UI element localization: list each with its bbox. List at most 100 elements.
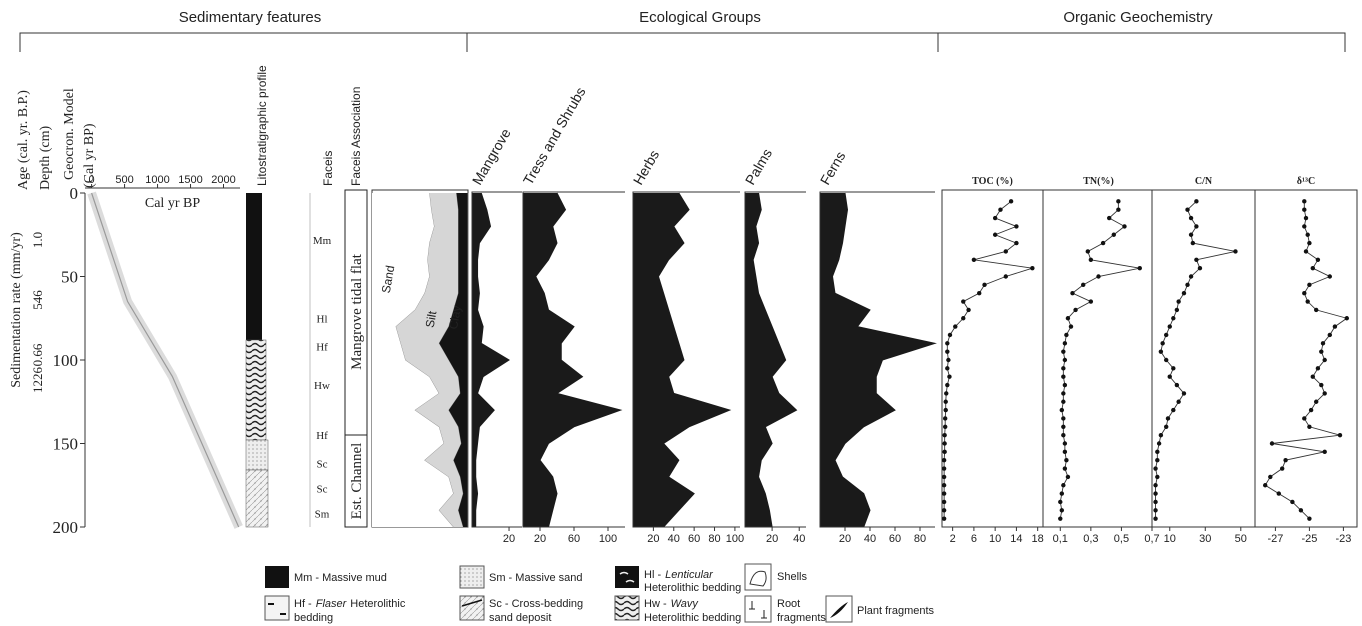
data-point [1062,341,1068,346]
legend-label: Heterolithic bedding [644,612,741,624]
data-point [966,307,971,313]
data-point [1065,474,1071,480]
data-point [1171,316,1176,321]
data-point [1061,374,1066,379]
data-point [1307,516,1312,521]
age-label: 1226 [30,367,45,394]
facies-label: Mm [313,235,332,247]
data-point [1167,324,1172,329]
data-point [1008,199,1014,204]
x-tick-label: 40 [864,533,876,545]
x-tick-label: -27 [1267,533,1283,545]
data-point [1107,215,1112,221]
association-box [344,434,368,528]
data-line [91,192,240,528]
data-point [1061,366,1066,371]
data-point [1185,207,1190,212]
data-point [1319,382,1324,388]
data-point [1167,374,1172,379]
x-tick-label: 50 [1235,533,1247,545]
data-line [1059,201,1140,519]
data-point [946,357,951,363]
x-tick-label: 10 [989,533,1001,545]
data-point [1068,324,1074,329]
panel-frame [941,189,1358,528]
legend-label: Heterolithic bedding [644,582,741,594]
panel-axes [744,191,806,528]
facies-label: Hf [316,342,328,354]
data-point [1153,499,1158,505]
column-heading: (Cal yr BP) [82,123,97,188]
data-point [1062,441,1068,446]
data-point [1096,274,1101,279]
data-point [945,341,950,346]
data-point [1156,441,1162,446]
data-point [941,458,947,463]
data-point [1155,474,1160,480]
panel-title: Tress and Shrubs [520,84,589,187]
data-point [1322,357,1327,363]
x-tick-label: -23 [1335,533,1351,545]
x-tick-label: 500 [115,174,133,186]
section-bracket [19,32,1346,52]
section-header: Organic Geochemistry [1063,9,1213,26]
data-point [1181,291,1187,296]
data-point [941,499,947,505]
data-point [977,291,982,296]
data-point [1263,483,1268,488]
x-tick-label: 0 [89,174,95,186]
data-point [1276,491,1282,496]
legend-label: Flaser [316,598,348,610]
data-point [1190,240,1196,246]
age-label: 546 [30,290,45,310]
x-tick-label: 100 [599,533,617,545]
legend-label: Hw - Wavy [644,598,699,610]
data-point [1194,257,1199,262]
association-label: Mangrove tidal flat [349,253,365,370]
x-tick-label: 10 [1164,533,1176,545]
x-tick-label: 30 [1199,533,1211,545]
area-edge [657,192,732,528]
data-point [961,299,966,304]
data-point [1062,449,1068,455]
legend-label: Plant fragments [857,605,935,617]
y-tick-label: 200 [53,518,79,537]
data-point [941,491,947,496]
section-header: Ecological Groups [639,9,761,26]
data-point [1003,274,1008,279]
data-point [945,349,950,354]
data-point [1165,416,1171,421]
data-point [1116,199,1121,204]
area-edge [752,192,798,528]
data-point [1298,508,1304,513]
facies-label: Sc [317,484,328,496]
facies-label: Sc [317,459,328,471]
legend-label: Hl - [644,569,661,581]
data-point [941,474,947,480]
y-tick-label: 100 [53,351,79,370]
data-point [998,207,1003,212]
data-point [1064,458,1069,463]
data-point [1302,199,1307,204]
legend-label: Shells [777,571,807,583]
x-tick-label: 0,3 [1083,533,1098,545]
data-point [1088,257,1094,262]
x-tick-label: -25 [1301,533,1317,545]
data-point [1059,508,1065,513]
column-heading: Age (cal. yr. B.P.) [16,90,31,190]
data-point [1303,249,1309,254]
area-fill [372,193,454,527]
data-point [1155,458,1160,463]
legend-label: Hf - Flaser Heterolithic [294,598,406,610]
data-point [943,407,948,413]
data-point [941,466,947,471]
data-line [1264,201,1348,519]
x-tick-label: 2000 [211,174,235,186]
data-point [1305,299,1310,304]
column-heading: Faceis Association [349,87,363,186]
x-axis-label: Cal yr BP [145,196,200,211]
x-tick-label: 2 [950,533,956,545]
column-heading: Litostratigraphic profile [255,65,269,186]
